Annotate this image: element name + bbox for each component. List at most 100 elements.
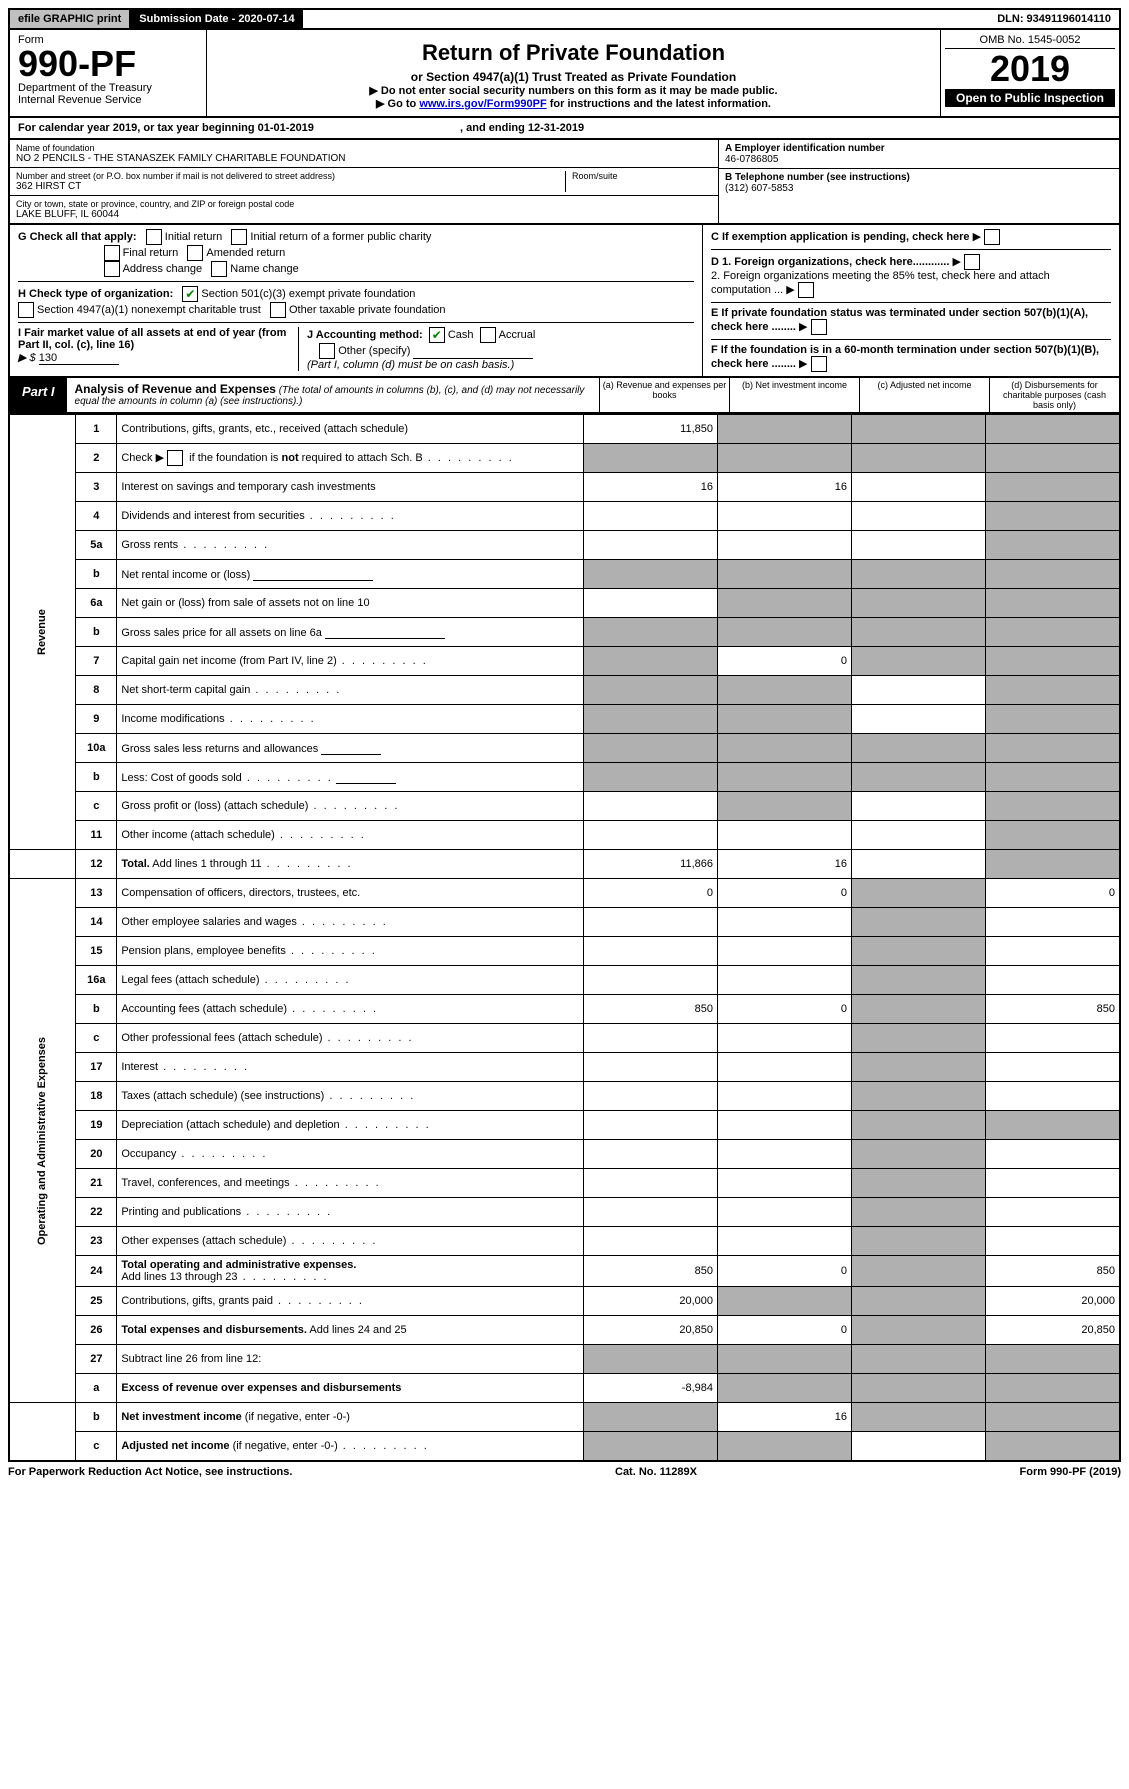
val-4b bbox=[718, 502, 852, 531]
desc-6b: Gross sales price for all assets on line… bbox=[117, 618, 584, 647]
row-27c: c Adjusted net income (if negative, ente… bbox=[9, 1432, 1120, 1462]
desc-1: Contributions, gifts, grants, etc., rece… bbox=[117, 415, 584, 444]
desc-9: Income modifications bbox=[117, 705, 584, 734]
d10a: Gross sales less returns and allowances bbox=[121, 743, 318, 755]
val-16ba: 850 bbox=[584, 995, 718, 1024]
row-20: 20 Occupancy bbox=[9, 1140, 1120, 1169]
val-22a bbox=[584, 1198, 718, 1227]
d10b: Less: Cost of goods sold bbox=[121, 772, 241, 784]
cb-other-method[interactable] bbox=[319, 343, 335, 359]
desc-15: Pension plans, employee benefits bbox=[117, 937, 584, 966]
ln-16c: c bbox=[76, 1024, 117, 1053]
ln-7: 7 bbox=[76, 647, 117, 676]
footer-mid: Cat. No. 11289X bbox=[615, 1466, 697, 1478]
cb-initial-return[interactable] bbox=[146, 229, 162, 245]
ln-10b: b bbox=[76, 763, 117, 792]
d24b: Total operating and administrative expen… bbox=[121, 1259, 356, 1271]
val-12a: 11,866 bbox=[584, 850, 718, 879]
row-9: 9 Income modifications bbox=[9, 705, 1120, 734]
val-22b bbox=[718, 1198, 852, 1227]
cb-accrual[interactable] bbox=[480, 327, 496, 343]
val-20a bbox=[584, 1140, 718, 1169]
d23: Other expenses (attach schedule) bbox=[121, 1235, 286, 1247]
cb-name-change[interactable] bbox=[211, 261, 227, 277]
val-16ca bbox=[584, 1024, 718, 1053]
desc-27b: Net investment income (if negative, ente… bbox=[117, 1403, 584, 1432]
j-cash: Cash bbox=[448, 329, 474, 341]
val-3b: 16 bbox=[718, 473, 852, 502]
irs-link[interactable]: www.irs.gov/Form990PF bbox=[419, 98, 546, 110]
g-opt-3: Initial return of a former public charit… bbox=[250, 231, 431, 243]
val-4c bbox=[852, 502, 986, 531]
header-center: Return of Private Foundation or Section … bbox=[207, 30, 940, 116]
cb-foreign-org[interactable] bbox=[964, 254, 980, 270]
val-27ab bbox=[718, 1374, 852, 1403]
ln-6b: b bbox=[76, 618, 117, 647]
footer: For Paperwork Reduction Act Notice, see … bbox=[8, 1462, 1121, 1482]
efile-print-button[interactable]: efile GRAPHIC print bbox=[10, 10, 131, 28]
desc-27c: Adjusted net income (if negative, enter … bbox=[117, 1432, 584, 1462]
desc-2: Check ▶ if the foundation is not require… bbox=[117, 444, 584, 473]
val-16bc bbox=[852, 995, 986, 1024]
cb-other-taxable[interactable] bbox=[270, 302, 286, 318]
val-10bb bbox=[718, 763, 852, 792]
instr-suffix: for instructions and the latest informat… bbox=[547, 98, 771, 110]
val-13c bbox=[852, 879, 986, 908]
val-9b bbox=[718, 705, 852, 734]
val-4d bbox=[986, 502, 1121, 531]
cb-cash[interactable] bbox=[429, 327, 445, 343]
revenue-side-label: Revenue bbox=[9, 415, 76, 850]
desc-18: Taxes (attach schedule) (see instruction… bbox=[117, 1082, 584, 1111]
val-18a bbox=[584, 1082, 718, 1111]
top-bar: efile GRAPHIC print Submission Date - 20… bbox=[8, 8, 1121, 30]
val-27ad bbox=[986, 1374, 1121, 1403]
form-subtitle: or Section 4947(a)(1) Trust Treated as P… bbox=[213, 70, 934, 84]
val-20d bbox=[986, 1140, 1121, 1169]
ln-6a: 6a bbox=[76, 589, 117, 618]
desc-4: Dividends and interest from securities bbox=[117, 502, 584, 531]
entity-info: Name of foundation NO 2 PENCILS - THE ST… bbox=[8, 140, 1121, 225]
val-11c bbox=[852, 821, 986, 850]
check-section: G Check all that apply: Initial return I… bbox=[8, 225, 1121, 378]
cb-status-terminated[interactable] bbox=[811, 319, 827, 335]
val-18c bbox=[852, 1082, 986, 1111]
desc-17: Interest bbox=[117, 1053, 584, 1082]
val-20c bbox=[852, 1140, 986, 1169]
val-23a bbox=[584, 1227, 718, 1256]
foundation-name: NO 2 PENCILS - THE STANASZEK FAMILY CHAR… bbox=[16, 153, 712, 164]
val-23b bbox=[718, 1227, 852, 1256]
part1-table: Revenue 1 Contributions, gifts, grants, … bbox=[8, 414, 1121, 1462]
cb-amended[interactable] bbox=[187, 245, 203, 261]
cb-exemption-pending[interactable] bbox=[984, 229, 1000, 245]
d12b: Total. bbox=[121, 858, 150, 870]
d22: Printing and publications bbox=[121, 1206, 241, 1218]
d5b: Net rental income or (loss) bbox=[121, 569, 250, 581]
row-14: 14 Other employee salaries and wages bbox=[9, 908, 1120, 937]
cb-sch-b[interactable] bbox=[167, 450, 183, 466]
row-6a: 6a Net gain or (loss) from sale of asset… bbox=[9, 589, 1120, 618]
val-27c bbox=[852, 1345, 986, 1374]
cb-initial-public[interactable] bbox=[231, 229, 247, 245]
desc-26: Total expenses and disbursements. Add li… bbox=[117, 1316, 584, 1345]
ln-3: 3 bbox=[76, 473, 117, 502]
val-8a bbox=[584, 676, 718, 705]
val-15a bbox=[584, 937, 718, 966]
val-26c bbox=[852, 1316, 986, 1345]
val-14c bbox=[852, 908, 986, 937]
d27bb: Net investment income bbox=[121, 1411, 241, 1423]
cb-foreign-85[interactable] bbox=[798, 282, 814, 298]
cb-4947a1[interactable] bbox=[18, 302, 34, 318]
desc-11: Other income (attach schedule) bbox=[117, 821, 584, 850]
cb-final-return[interactable] bbox=[104, 245, 120, 261]
d4: Dividends and interest from securities bbox=[121, 510, 304, 522]
d15: Pension plans, employee benefits bbox=[121, 945, 286, 957]
cb-501c3[interactable] bbox=[182, 286, 198, 302]
desc-27: Subtract line 26 from line 12: bbox=[117, 1345, 584, 1374]
cb-60month[interactable] bbox=[811, 356, 827, 372]
d2bold: not bbox=[282, 452, 299, 464]
cb-address-change[interactable] bbox=[104, 261, 120, 277]
desc-20: Occupancy bbox=[117, 1140, 584, 1169]
val-8d bbox=[986, 676, 1121, 705]
val-18d bbox=[986, 1082, 1121, 1111]
val-9a bbox=[584, 705, 718, 734]
